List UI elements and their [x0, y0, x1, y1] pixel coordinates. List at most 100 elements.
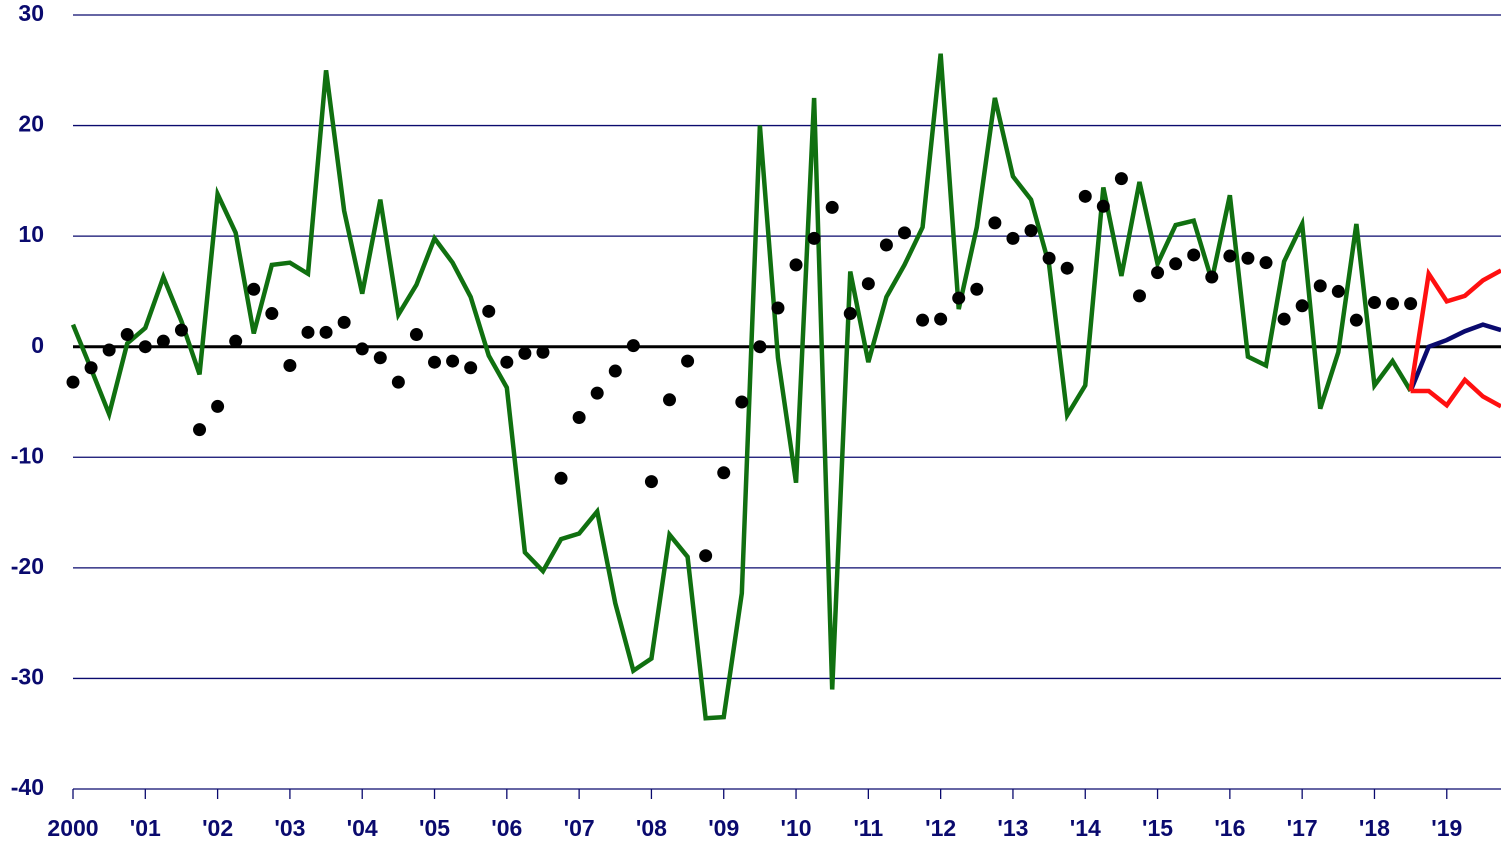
x-tick-label: '18 — [1359, 815, 1390, 841]
series-dot — [1331, 284, 1345, 298]
series-dot — [391, 375, 405, 389]
series-dot — [952, 291, 966, 305]
x-tick-label: '05 — [419, 815, 450, 841]
series-dot — [1078, 189, 1092, 203]
series-dot — [825, 200, 839, 214]
series-dot — [1205, 270, 1219, 284]
series-dot — [1349, 313, 1363, 327]
series-dot — [1151, 266, 1165, 280]
series-dot — [283, 359, 297, 373]
series-dot — [1367, 295, 1381, 309]
y-tick-label: 10 — [18, 221, 44, 247]
x-tick-label: '09 — [708, 815, 739, 841]
series-dot — [717, 466, 731, 480]
series-dot — [988, 216, 1002, 230]
series-dot — [500, 355, 514, 369]
series-dot — [1114, 172, 1128, 186]
series-dot — [66, 375, 80, 389]
x-tick-label: '03 — [274, 815, 305, 841]
x-tick-label: '17 — [1287, 815, 1318, 841]
x-tick-label: '15 — [1142, 815, 1173, 841]
series-dot — [807, 231, 821, 245]
series-dot — [1132, 289, 1146, 303]
series-dot — [482, 304, 496, 318]
series-dot — [663, 393, 677, 407]
series-dot — [229, 334, 243, 348]
series-dot — [156, 334, 170, 348]
x-tick-label: '11 — [853, 815, 883, 841]
series-dot — [1241, 251, 1255, 265]
series-dot — [608, 364, 622, 378]
series-dot — [301, 325, 315, 339]
series-dot — [120, 328, 134, 342]
series-dot — [355, 342, 369, 356]
series-dot — [464, 361, 478, 375]
series-dot — [1295, 299, 1309, 313]
series-dot — [1313, 279, 1327, 293]
series-dot — [897, 226, 911, 240]
x-tick-label: '08 — [636, 815, 667, 841]
x-tick-label: 2000 — [47, 815, 98, 841]
y-tick-label: 20 — [18, 111, 44, 137]
series-dot — [753, 340, 767, 354]
series-dot — [84, 361, 98, 375]
series-dot — [265, 307, 279, 321]
series-dot — [789, 258, 803, 272]
series-line — [70, 53, 1413, 721]
series-dot — [771, 301, 785, 315]
x-tick-label: '06 — [491, 815, 522, 841]
x-tick-label: '13 — [997, 815, 1028, 841]
series-dot — [102, 343, 116, 357]
series-line — [1408, 267, 1501, 392]
series-dot — [536, 345, 550, 359]
series-dot — [409, 328, 423, 342]
series-dot — [1006, 231, 1020, 245]
series-dot — [735, 395, 749, 409]
series-dot — [247, 282, 261, 296]
series-line — [1408, 322, 1501, 392]
series-dot — [1404, 297, 1418, 311]
series-dot — [861, 277, 875, 291]
series-dot — [1024, 224, 1038, 238]
x-tick-label: '16 — [1214, 815, 1245, 841]
series-dot — [319, 325, 333, 339]
x-tick-label: '19 — [1431, 815, 1462, 841]
series-dot — [1386, 297, 1400, 311]
series-dot — [1277, 312, 1291, 326]
series-dot — [934, 312, 948, 326]
series-dot — [554, 471, 568, 485]
y-tick-label: -10 — [11, 442, 44, 468]
y-tick-label: -40 — [11, 774, 44, 800]
series-dot — [518, 346, 532, 360]
series-dot — [626, 339, 640, 353]
series-line — [1410, 376, 1501, 409]
series-dot — [916, 313, 930, 327]
series-dot — [373, 351, 387, 365]
series-dot — [572, 410, 586, 424]
series-dot — [843, 307, 857, 321]
y-tick-label: -30 — [11, 664, 44, 690]
series-dot — [1042, 251, 1056, 265]
series-dot — [879, 238, 893, 252]
series-dot — [1169, 257, 1183, 271]
series-dot — [174, 323, 188, 337]
x-tick-label: '07 — [564, 815, 595, 841]
x-tick-label: '02 — [202, 815, 233, 841]
series-dot — [1259, 256, 1273, 270]
series-dot — [337, 315, 351, 329]
series-dot — [193, 423, 207, 437]
series-dot — [970, 282, 984, 296]
y-tick-label: 0 — [31, 332, 44, 358]
series-dot — [1187, 248, 1201, 262]
x-tick-label: '10 — [781, 815, 812, 841]
series-dot — [428, 355, 442, 369]
x-tick-label: '12 — [925, 815, 956, 841]
series-dot — [1223, 249, 1237, 263]
series-dot — [699, 549, 713, 563]
y-tick-label: 30 — [18, 0, 44, 26]
series-dot — [644, 475, 658, 489]
series-dot — [446, 354, 460, 368]
x-tick-label: '04 — [347, 815, 378, 841]
